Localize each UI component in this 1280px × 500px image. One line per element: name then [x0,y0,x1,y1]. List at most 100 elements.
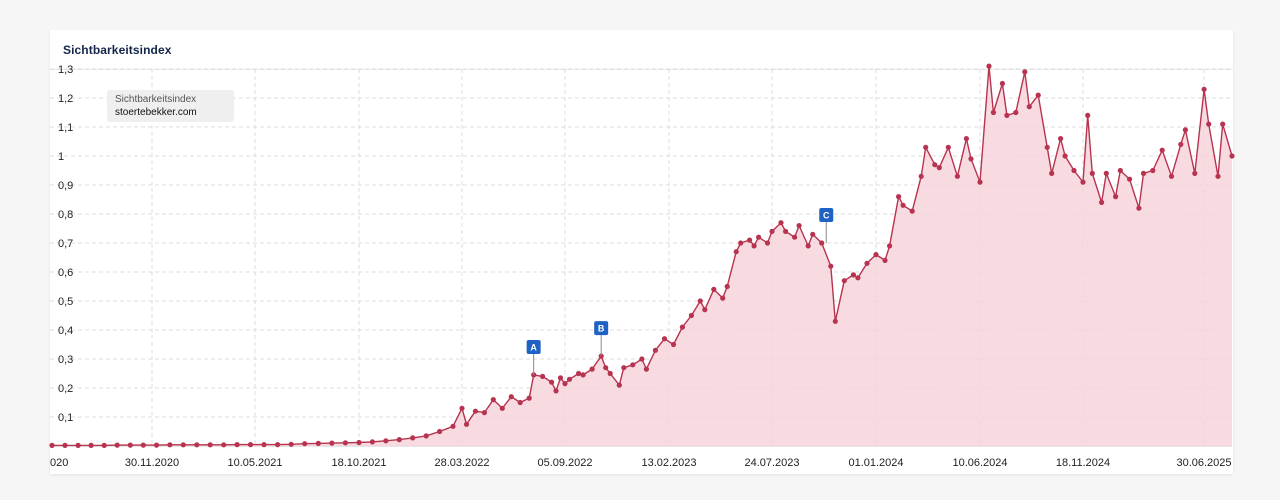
data-point [75,442,81,448]
data-point [1182,127,1188,133]
data-point [756,234,762,240]
data-point [481,410,487,416]
data-point [702,307,708,313]
data-point [733,249,739,255]
data-point [410,435,416,441]
data-point [396,437,402,443]
x-tick-label: 30.11.2020 [125,457,179,469]
data-point [607,370,613,377]
data-point [990,109,997,116]
data-point [936,165,942,171]
data-point [517,399,523,406]
data-point [751,243,757,249]
y-tick-label: 0,6 [58,267,73,279]
data-point [1099,199,1105,205]
data-point [670,341,677,348]
data-point [1117,167,1123,174]
data-point [62,442,68,448]
data-point [1022,69,1028,75]
data-point [88,442,94,448]
data-point [1150,167,1156,174]
data-point [127,442,133,448]
data-point [720,295,726,301]
data-point [977,179,983,185]
data-point [887,243,893,249]
data-point [207,442,213,448]
data-point [450,423,456,429]
data-point [261,442,267,448]
data-point [828,263,834,269]
data-point [194,442,200,448]
data-point [778,220,784,226]
data-point [1215,173,1221,179]
data-point [850,272,857,278]
data-point [661,336,668,342]
data-point [549,379,555,385]
data-point [954,173,961,179]
data-point [1192,170,1198,176]
x-tick-label: 10.05.2021 [227,457,282,469]
data-point [329,440,335,446]
y-tick-label: 0,8 [58,209,73,221]
y-tick-label: 0,4 [58,325,73,337]
data-point [562,381,568,387]
data-point [945,144,951,150]
data-point [463,421,470,427]
data-point [437,428,443,435]
data-point [932,162,938,168]
data-point [621,365,627,371]
data-point [986,63,992,69]
y-tick-label: 1,2 [58,93,73,105]
data-point [499,405,505,411]
data-point [864,260,870,266]
x-tick-label: 01.01.2024 [848,457,903,469]
y-tick-label: 1,1 [58,122,73,134]
data-point [896,194,902,200]
data-point [796,223,802,229]
data-point [1220,121,1226,127]
legend-label: Sichtbarkeitsindex [115,94,197,105]
data-point [1206,121,1212,127]
data-point [221,442,227,448]
y-tick-label: 1,3 [58,64,73,76]
data-point [679,324,686,330]
data-point [526,395,532,401]
data-point [738,240,744,246]
data-point [1089,170,1095,176]
y-tick-label: 0,9 [58,180,73,192]
data-point [841,278,847,284]
x-tick-label: 30.06.2025 [1176,457,1231,469]
data-point [356,439,362,446]
data-point [1062,153,1068,159]
data-point [302,441,308,447]
data-point [603,365,609,371]
data-point [369,439,375,445]
data-point [1013,109,1019,116]
data-point [900,202,906,208]
data-point [1159,147,1165,153]
data-point [711,286,717,292]
data-point [1113,194,1119,200]
data-point [540,373,546,379]
data-point [783,228,789,234]
data-point [855,275,861,281]
data-point [1103,170,1109,176]
data-point [1071,167,1077,174]
data-point [792,234,798,240]
data-point [589,366,595,372]
data-point [639,356,645,362]
x-tick-label: 020 [50,457,68,469]
y-tick-label: 0,1 [58,412,73,424]
data-point [1080,179,1086,185]
data-point [616,382,622,388]
y-axis: 0,1 0,2 0,3 0,4 0,5 0,6 0,7 0,8 0,9 1 1,1 1,2 1,3 [58,64,73,424]
data-point [275,442,281,448]
data-point [1026,104,1032,110]
data-point [566,376,573,382]
data-point [1136,205,1142,211]
data-point [1168,173,1175,179]
event-markers: A B C [526,208,834,375]
chart-legend: Sichtbarkeitsindex stoertebekker.com [107,90,234,122]
data-point [180,442,186,448]
data-point [247,442,254,448]
